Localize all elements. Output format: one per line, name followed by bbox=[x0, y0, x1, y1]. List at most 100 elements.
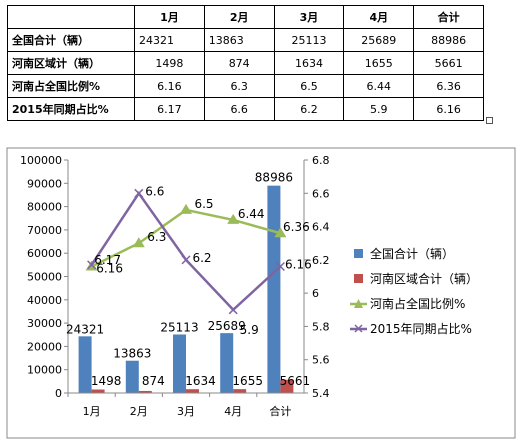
left-tick-label: 50000 bbox=[27, 271, 62, 284]
table-cell: 1655 bbox=[343, 51, 415, 75]
line-data-label: 6.17 bbox=[94, 253, 121, 267]
left-tick-label: 0 bbox=[55, 387, 62, 400]
bar bbox=[78, 336, 92, 393]
right-tick-label: 6 bbox=[312, 287, 319, 300]
table-header-cell bbox=[7, 5, 135, 29]
line-marker-x bbox=[275, 261, 285, 272]
table-header-row: 1月 2月 3月 4月 合计 bbox=[7, 5, 484, 29]
left-tick-label: 20000 bbox=[27, 340, 62, 353]
data-table: 1月 2月 3月 4月 合计 全国合计（辆） 24321 13863 25113… bbox=[7, 5, 484, 121]
legend-label: 河南占全国比例% bbox=[370, 296, 465, 311]
line-marker-triangle bbox=[227, 213, 240, 224]
bar-data-label: 88986 bbox=[255, 171, 293, 185]
table-cell: 5.9 bbox=[343, 97, 415, 121]
legend-swatch bbox=[354, 249, 363, 258]
table-cell: 6.17 bbox=[134, 97, 205, 121]
right-tick-label: 6.8 bbox=[312, 154, 330, 167]
table-cell: 6.16 bbox=[413, 97, 484, 121]
right-y-axis: 5.4 5.6 5.8 6 6.2 6.4 6.6 6.8 bbox=[303, 154, 330, 400]
legend-label: 河南区域合计（辆） bbox=[370, 271, 478, 286]
left-tick-label: 10000 bbox=[27, 364, 62, 377]
bar-data-label: 25113 bbox=[160, 320, 198, 334]
table-cell: 25689 bbox=[343, 28, 415, 52]
line-data-label: 6.16 bbox=[285, 258, 312, 272]
bar bbox=[186, 389, 199, 393]
bar-data-label: 13863 bbox=[113, 347, 151, 361]
bar-data-label: 874 bbox=[142, 374, 165, 388]
row-header: 河南区域计（辆） bbox=[7, 51, 135, 75]
table-header-cell: 4月 bbox=[343, 5, 415, 29]
row-header: 全国合计（辆） bbox=[7, 28, 135, 52]
table-cell: 1634 bbox=[273, 51, 345, 75]
line-marker-x bbox=[181, 255, 191, 265]
table-header-cell: 合计 bbox=[413, 5, 484, 29]
line-marker-triangle bbox=[180, 203, 192, 214]
bar-data-label: 1655 bbox=[232, 374, 263, 388]
line-data-label: 6.5 bbox=[194, 197, 213, 211]
right-tick-label: 6.6 bbox=[312, 187, 330, 200]
bar-data-label: 25689 bbox=[208, 319, 246, 333]
line-data-label: 6.3 bbox=[147, 230, 166, 244]
x-axis: 1月 2月 3月 4月 合计 bbox=[67, 392, 304, 418]
table-cell: 874 bbox=[203, 51, 275, 75]
line-marker-x bbox=[87, 260, 97, 270]
table-cell: 6.44 bbox=[343, 74, 415, 98]
bar bbox=[280, 379, 294, 393]
chart-frame bbox=[6, 147, 516, 439]
legend-marker-x bbox=[354, 324, 363, 333]
right-tick-label: 5.4 bbox=[312, 387, 330, 400]
line-data-label: 6.6 bbox=[145, 184, 164, 198]
right-tick-label: 5.6 bbox=[312, 354, 330, 367]
table-header-cell: 3月 bbox=[273, 5, 345, 29]
table-cell: 6.3 bbox=[203, 74, 275, 98]
table-cell: 88986 bbox=[413, 28, 484, 52]
legend-label: 2015年同期占比% bbox=[370, 321, 472, 336]
table-cell: 6.6 bbox=[203, 97, 275, 121]
table-cell: 1498 bbox=[134, 51, 205, 75]
x-tick-label: 1月 bbox=[83, 405, 101, 418]
right-tick-label: 6.4 bbox=[312, 221, 330, 234]
table-row: 全国合计（辆） 24321 13863 25113 25689 88986 bbox=[7, 28, 484, 52]
table-row: 河南占全国比例% 6.16 6.3 6.5 6.44 6.36 bbox=[7, 74, 484, 98]
line-data-label: 5.9 bbox=[240, 323, 259, 337]
data-labels: 24321 13863 25113 25689 88986 1498 874 1634 1655… bbox=[66, 171, 312, 388]
left-tick-label: 40000 bbox=[27, 294, 62, 307]
row-header: 2015年同期占比% bbox=[7, 97, 135, 121]
bar bbox=[125, 360, 139, 393]
row-header: 河南占全国比例% bbox=[7, 74, 135, 98]
table-cell: 6.36 bbox=[413, 74, 484, 98]
line-data-label: 6.44 bbox=[238, 207, 265, 221]
table-resize-handle[interactable] bbox=[486, 117, 493, 124]
table-row: 2015年同期占比% 6.17 6.6 6.2 5.9 6.16 bbox=[7, 97, 484, 121]
bar-data-label: 1634 bbox=[185, 374, 216, 388]
line-marker-x bbox=[228, 305, 238, 315]
line-marker-x bbox=[134, 188, 144, 198]
bar bbox=[267, 185, 281, 393]
x-tick-label: 4月 bbox=[224, 405, 242, 418]
table-row: 河南区域计（辆） 1498 874 1634 1655 5661 bbox=[7, 51, 484, 75]
left-tick-label: 90000 bbox=[27, 177, 62, 190]
bar bbox=[220, 333, 234, 393]
table-cell: 25113 bbox=[273, 28, 345, 52]
table-cell: 24321 bbox=[134, 28, 205, 52]
legend: 全国合计（辆） 河南区域合计（辆） 河南占全国比例% 2015年同期占比% bbox=[350, 246, 478, 336]
left-tick-label: 70000 bbox=[27, 224, 62, 237]
table-cell: 6.2 bbox=[273, 97, 345, 121]
line-marker-triangle bbox=[274, 227, 287, 238]
bar-data-label: 1498 bbox=[91, 374, 122, 388]
table-header-cell: 2月 bbox=[203, 5, 275, 29]
bar bbox=[173, 334, 186, 393]
bar bbox=[233, 389, 247, 393]
left-y-axis: 0 10000 20000 30000 40000 50000 60000 70000 8000… bbox=[20, 154, 69, 400]
line-series bbox=[85, 188, 287, 315]
left-tick-label: 100000 bbox=[20, 154, 62, 167]
x-tick-label: 合计 bbox=[269, 404, 291, 418]
table-header-cell: 1月 bbox=[134, 5, 205, 29]
line-data-label: 6.36 bbox=[283, 220, 310, 234]
table-cell: 6.5 bbox=[273, 74, 345, 98]
table-cell: 13863 bbox=[203, 28, 275, 52]
right-tick-label: 6.2 bbox=[312, 254, 330, 267]
x-tick-label: 3月 bbox=[177, 405, 195, 418]
bar bbox=[91, 389, 105, 393]
legend-swatch bbox=[354, 274, 363, 283]
